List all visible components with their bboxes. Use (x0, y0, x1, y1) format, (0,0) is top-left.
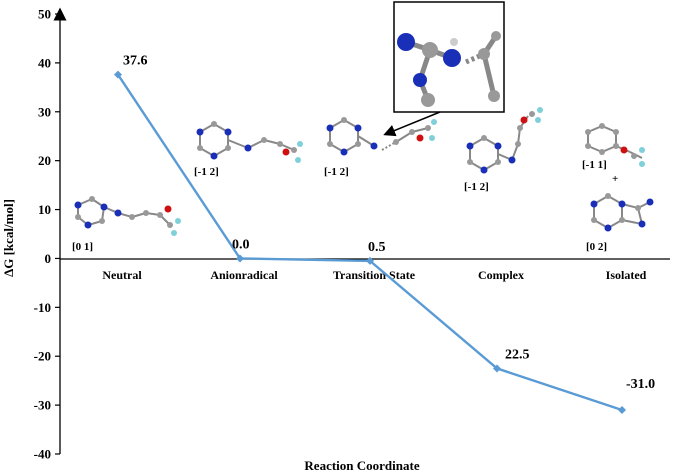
y-tick-label: 40 (38, 55, 51, 70)
data-label: 0.0 (232, 237, 250, 252)
y-tick-label: -30 (34, 398, 51, 413)
data-label: -31.0 (626, 377, 655, 392)
structure-label-transition-state: [-1 2] (324, 166, 349, 178)
data-point (114, 70, 122, 79)
y-tick-label: -40 (34, 447, 51, 462)
data-point (236, 254, 244, 263)
category-label: Complex (478, 268, 524, 282)
y-axis-title: ΔG [kcal/mol] (1, 199, 16, 277)
zoom-inset (383, 1, 505, 137)
x-axis-title: Reaction Coordinate (304, 458, 419, 473)
data-label: 22.5 (505, 347, 530, 362)
category-label: Transition State (333, 268, 416, 282)
molecular-structures: [0 1] [-1 2] [-1 2] [-1 2] [-1 1] [0 2] … (72, 1, 654, 253)
data-point (366, 256, 374, 265)
structure-label-neutral: [0 1] (72, 241, 93, 253)
y-tick-label: 30 (38, 104, 51, 119)
y-tick-label: 0 (45, 251, 52, 266)
data-label: 37.6 (123, 54, 148, 69)
y-tick-label: 20 (38, 153, 51, 168)
category-label: Isolated (606, 268, 647, 282)
structure-label-isolated-2: [0 2] (586, 241, 607, 253)
data-labels: 37.6 0.0 0.5 22.5 -31.0 (123, 54, 655, 392)
axes (53, 7, 670, 454)
y-tick-label: -10 (34, 300, 51, 315)
neutral-molecule-image (74, 196, 181, 236)
y-ticks: -40 -30 -20 -10 0 10 20 30 40 50 (34, 7, 60, 462)
data-point (618, 406, 626, 414)
y-tick-label: -20 (34, 349, 51, 364)
structure-label-complex: [-1 2] (464, 181, 489, 193)
data-label: 0.5 (368, 240, 386, 255)
category-labels: Neutral Anionradical Transition State Compl… (102, 268, 646, 282)
plus-sign: + (612, 173, 618, 185)
category-label: Neutral (102, 268, 142, 282)
data-point (493, 364, 501, 373)
category-label: Anionradical (210, 268, 278, 282)
y-tick-label: 10 (38, 202, 51, 217)
structure-label-isolated-1: [-1 1] (582, 159, 607, 171)
isolated-fragment-2-image (590, 193, 654, 232)
series-group (114, 70, 626, 414)
complex-molecule-image (466, 107, 543, 174)
structure-label-anionradical: [-1 2] (194, 166, 219, 178)
transition-state-molecule-image (326, 117, 437, 156)
anionradical-molecule-image (196, 121, 303, 163)
y-tick-label: 50 (38, 7, 51, 22)
isolated-fragment-1-image (585, 123, 645, 167)
